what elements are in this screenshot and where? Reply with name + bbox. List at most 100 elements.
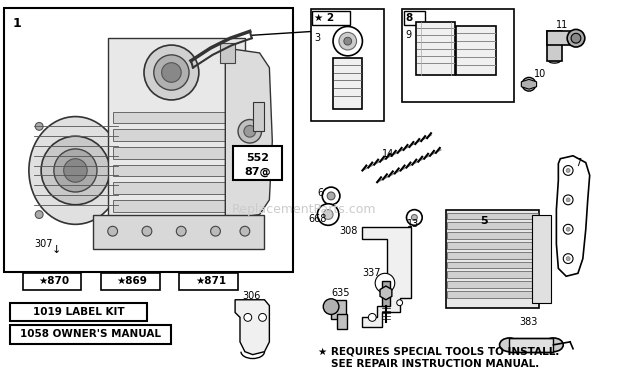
Ellipse shape: [500, 338, 519, 352]
Circle shape: [240, 226, 250, 236]
Bar: [404, 11, 425, 25]
Bar: [532, 214, 552, 303]
Bar: [4, 8, 293, 272]
Polygon shape: [235, 300, 269, 355]
Bar: [331, 300, 346, 319]
Circle shape: [144, 45, 199, 100]
Circle shape: [563, 224, 573, 234]
Bar: [446, 210, 539, 308]
Bar: [402, 9, 514, 102]
Text: 9: 9: [405, 30, 412, 40]
Circle shape: [412, 214, 417, 221]
Bar: [113, 147, 240, 159]
Circle shape: [64, 159, 87, 182]
Bar: [547, 31, 562, 61]
Polygon shape: [556, 156, 590, 276]
Bar: [446, 261, 538, 268]
Bar: [446, 242, 538, 249]
Circle shape: [339, 32, 356, 50]
Polygon shape: [225, 48, 272, 219]
Circle shape: [327, 192, 335, 200]
Text: 306: 306: [242, 291, 260, 301]
Text: ★871: ★871: [195, 276, 226, 286]
Circle shape: [162, 63, 181, 82]
Circle shape: [368, 313, 376, 321]
Circle shape: [566, 169, 570, 172]
Text: ★870: ★870: [38, 276, 69, 286]
Text: 13: 13: [407, 219, 419, 229]
Bar: [101, 273, 160, 290]
Circle shape: [526, 81, 532, 87]
Circle shape: [154, 55, 189, 90]
Bar: [220, 43, 235, 63]
Bar: [93, 214, 265, 249]
Bar: [179, 273, 238, 290]
Circle shape: [567, 29, 585, 47]
Text: 6: 6: [317, 188, 323, 198]
Bar: [446, 281, 538, 288]
Text: 3: 3: [314, 33, 321, 43]
Text: SEE REPAIR INSTRUCTION MANUAL.: SEE REPAIR INSTRUCTION MANUAL.: [331, 360, 539, 370]
Circle shape: [344, 37, 352, 45]
Polygon shape: [521, 79, 536, 89]
Circle shape: [571, 33, 581, 43]
Circle shape: [566, 227, 570, 231]
Text: 11: 11: [556, 20, 569, 30]
Bar: [10, 303, 147, 321]
Bar: [446, 232, 538, 239]
Text: 8: 8: [405, 13, 413, 23]
Bar: [456, 27, 495, 75]
Circle shape: [142, 226, 152, 236]
Bar: [510, 338, 554, 352]
Ellipse shape: [29, 117, 122, 224]
Polygon shape: [380, 286, 392, 300]
Circle shape: [244, 313, 252, 321]
Bar: [446, 271, 538, 278]
Text: ↓: ↓: [52, 245, 61, 255]
Circle shape: [317, 204, 339, 225]
Text: 7: 7: [575, 157, 581, 167]
Bar: [312, 11, 350, 25]
Text: ★869: ★869: [117, 276, 148, 286]
Text: ReplacementParts.com: ReplacementParts.com: [231, 203, 376, 216]
Bar: [233, 146, 282, 180]
Text: 14: 14: [382, 149, 394, 159]
Circle shape: [407, 210, 422, 225]
Circle shape: [566, 257, 570, 261]
Circle shape: [35, 211, 43, 218]
Circle shape: [54, 149, 97, 192]
Bar: [446, 213, 538, 219]
Text: 308: 308: [339, 226, 358, 236]
Bar: [108, 38, 245, 234]
Ellipse shape: [333, 104, 363, 114]
Circle shape: [563, 166, 573, 175]
Text: 635: 635: [331, 288, 350, 298]
Circle shape: [563, 195, 573, 205]
Circle shape: [563, 254, 573, 263]
Bar: [547, 31, 576, 45]
Text: 383: 383: [519, 317, 538, 327]
Bar: [446, 252, 538, 259]
Circle shape: [323, 210, 333, 219]
Ellipse shape: [544, 338, 563, 352]
Polygon shape: [363, 227, 412, 327]
Text: 10: 10: [534, 69, 546, 79]
Ellipse shape: [549, 58, 560, 63]
Bar: [446, 291, 538, 298]
Text: 1019 LABEL KIT: 1019 LABEL KIT: [33, 306, 124, 316]
Bar: [446, 223, 538, 229]
Text: 552: 552: [246, 153, 269, 163]
Bar: [337, 315, 347, 329]
Circle shape: [35, 122, 43, 130]
Circle shape: [176, 226, 186, 236]
Text: 337: 337: [363, 268, 381, 278]
Bar: [253, 102, 265, 131]
Circle shape: [375, 273, 395, 293]
Bar: [113, 182, 240, 194]
Bar: [311, 9, 384, 122]
Bar: [113, 164, 240, 176]
Circle shape: [41, 136, 110, 205]
Circle shape: [238, 119, 262, 143]
Circle shape: [566, 198, 570, 202]
Circle shape: [333, 27, 363, 56]
